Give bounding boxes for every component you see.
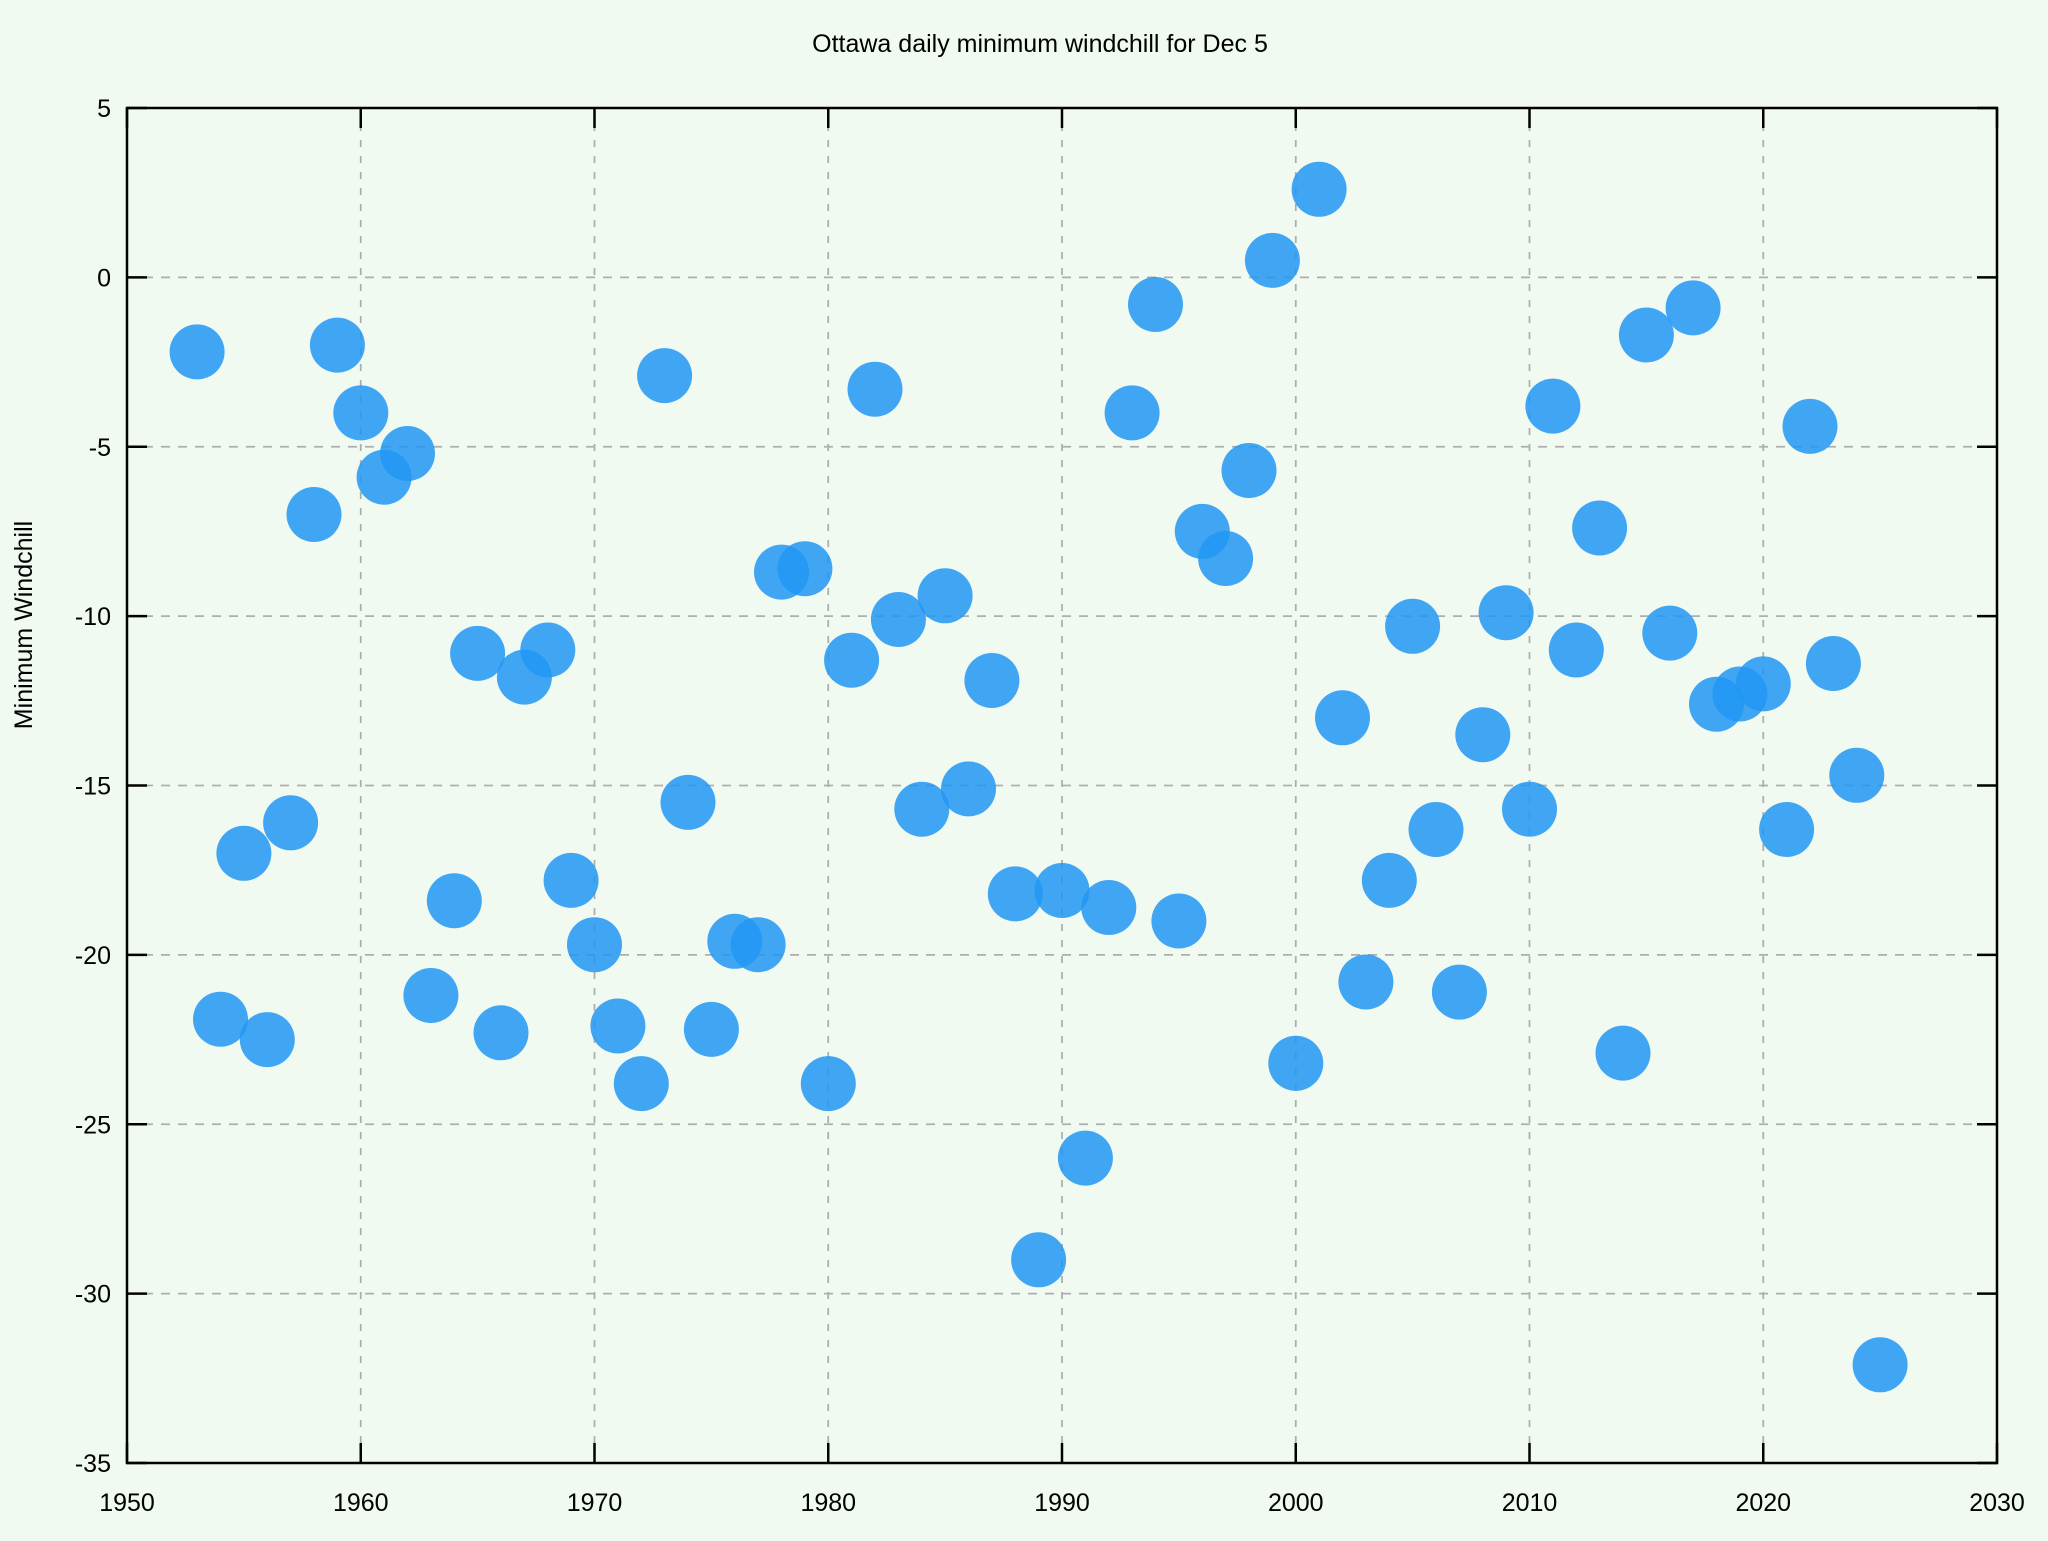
data-point-1984 bbox=[894, 781, 950, 837]
data-points bbox=[169, 161, 1908, 1393]
data-point-2009 bbox=[1478, 585, 1534, 641]
data-point-2008 bbox=[1455, 707, 1511, 763]
data-point-2016 bbox=[1642, 605, 1698, 661]
data-point-1971 bbox=[590, 998, 646, 1054]
data-point-1990 bbox=[1034, 863, 1090, 918]
data-point-1962 bbox=[380, 426, 435, 481]
data-point-2004 bbox=[1361, 852, 1417, 908]
data-point-2020 bbox=[1735, 656, 1791, 712]
x-tick-label: 2010 bbox=[1502, 1489, 1558, 1517]
data-point-2025 bbox=[1852, 1337, 1908, 1393]
data-point-2014 bbox=[1595, 1025, 1651, 1081]
data-point-1983 bbox=[870, 592, 926, 647]
data-point-1985 bbox=[917, 568, 973, 624]
data-point-2022 bbox=[1782, 398, 1838, 454]
axes bbox=[125, 106, 1999, 1465]
data-point-1995 bbox=[1151, 893, 1207, 949]
data-point-1977 bbox=[730, 917, 786, 973]
data-point-1964 bbox=[426, 873, 482, 929]
data-point-1955 bbox=[216, 825, 272, 881]
data-point-1994 bbox=[1128, 277, 1183, 332]
data-point-1969 bbox=[543, 852, 599, 908]
data-point-1954 bbox=[193, 991, 248, 1047]
data-point-1965 bbox=[450, 625, 506, 681]
data-point-1997 bbox=[1198, 531, 1254, 586]
data-point-1958 bbox=[286, 487, 342, 542]
data-point-1960 bbox=[333, 385, 389, 441]
data-point-2017 bbox=[1665, 280, 1721, 336]
data-point-2001 bbox=[1291, 161, 1347, 217]
y-tick-label: -5 bbox=[89, 434, 111, 462]
data-point-1972 bbox=[613, 1056, 669, 1112]
data-point-1986 bbox=[941, 761, 996, 817]
data-point-1979 bbox=[777, 541, 833, 597]
data-point-2007 bbox=[1431, 964, 1487, 1020]
data-point-2013 bbox=[1572, 500, 1628, 556]
gridlines bbox=[127, 108, 1997, 1463]
data-point-2012 bbox=[1548, 622, 1604, 678]
y-tick-label: -30 bbox=[75, 1281, 111, 1309]
data-point-1981 bbox=[824, 632, 880, 688]
data-point-2015 bbox=[1618, 307, 1674, 363]
x-tick-label: 1950 bbox=[99, 1489, 155, 1517]
data-point-1993 bbox=[1104, 385, 1160, 441]
y-tick-label: 5 bbox=[97, 95, 111, 123]
data-point-1953 bbox=[169, 324, 225, 380]
data-point-2011 bbox=[1525, 378, 1581, 434]
data-point-2005 bbox=[1385, 598, 1441, 654]
data-point-1959 bbox=[309, 317, 365, 373]
data-point-1966 bbox=[473, 1005, 529, 1061]
x-tick-label: 2020 bbox=[1735, 1489, 1791, 1517]
data-point-2003 bbox=[1338, 954, 1394, 1010]
chart-title: Ottawa daily minimum windchill for Dec 5 bbox=[812, 30, 1268, 58]
data-point-2010 bbox=[1502, 781, 1557, 837]
data-point-1991 bbox=[1057, 1130, 1113, 1186]
x-tick-label: 1980 bbox=[800, 1489, 856, 1517]
data-point-1973 bbox=[637, 348, 693, 404]
data-point-1957 bbox=[263, 795, 319, 851]
x-tick-label: 2030 bbox=[1969, 1489, 2025, 1517]
plot-border bbox=[125, 106, 1999, 1465]
x-tick-label: 1990 bbox=[1034, 1489, 1090, 1517]
data-point-1999 bbox=[1244, 232, 1300, 288]
data-point-1998 bbox=[1221, 443, 1277, 498]
y-tick-label: -20 bbox=[75, 942, 111, 970]
data-point-1987 bbox=[964, 653, 1020, 708]
data-point-1975 bbox=[683, 1001, 739, 1057]
y-tick-label: -25 bbox=[75, 1111, 111, 1139]
y-axis-label: Minimum Windchill bbox=[10, 521, 38, 729]
x-tick-label: 1960 bbox=[333, 1489, 389, 1517]
data-point-2006 bbox=[1408, 802, 1464, 857]
data-point-1968 bbox=[520, 622, 576, 678]
data-point-1992 bbox=[1081, 880, 1137, 935]
data-point-2023 bbox=[1805, 636, 1861, 691]
y-tick-label: -15 bbox=[75, 773, 111, 801]
y-tick-label: -10 bbox=[75, 603, 111, 631]
data-point-1956 bbox=[239, 1012, 295, 1068]
data-point-1988 bbox=[987, 866, 1043, 922]
data-point-2024 bbox=[1829, 747, 1885, 803]
data-point-2000 bbox=[1268, 1035, 1324, 1091]
data-point-1970 bbox=[567, 917, 622, 973]
data-point-2021 bbox=[1759, 802, 1815, 857]
data-point-1974 bbox=[660, 774, 716, 830]
axis-labels: Ottawa daily minimum windchill for Dec 5… bbox=[10, 30, 2025, 1517]
data-point-1989 bbox=[1011, 1232, 1067, 1288]
data-point-1963 bbox=[403, 968, 459, 1023]
x-tick-label: 2000 bbox=[1268, 1489, 1324, 1517]
data-point-1982 bbox=[847, 361, 903, 417]
data-point-2002 bbox=[1315, 690, 1370, 746]
y-tick-label: 0 bbox=[97, 264, 111, 292]
x-tick-label: 1970 bbox=[567, 1489, 623, 1517]
data-point-1980 bbox=[800, 1056, 856, 1112]
y-tick-label: -35 bbox=[75, 1450, 111, 1478]
